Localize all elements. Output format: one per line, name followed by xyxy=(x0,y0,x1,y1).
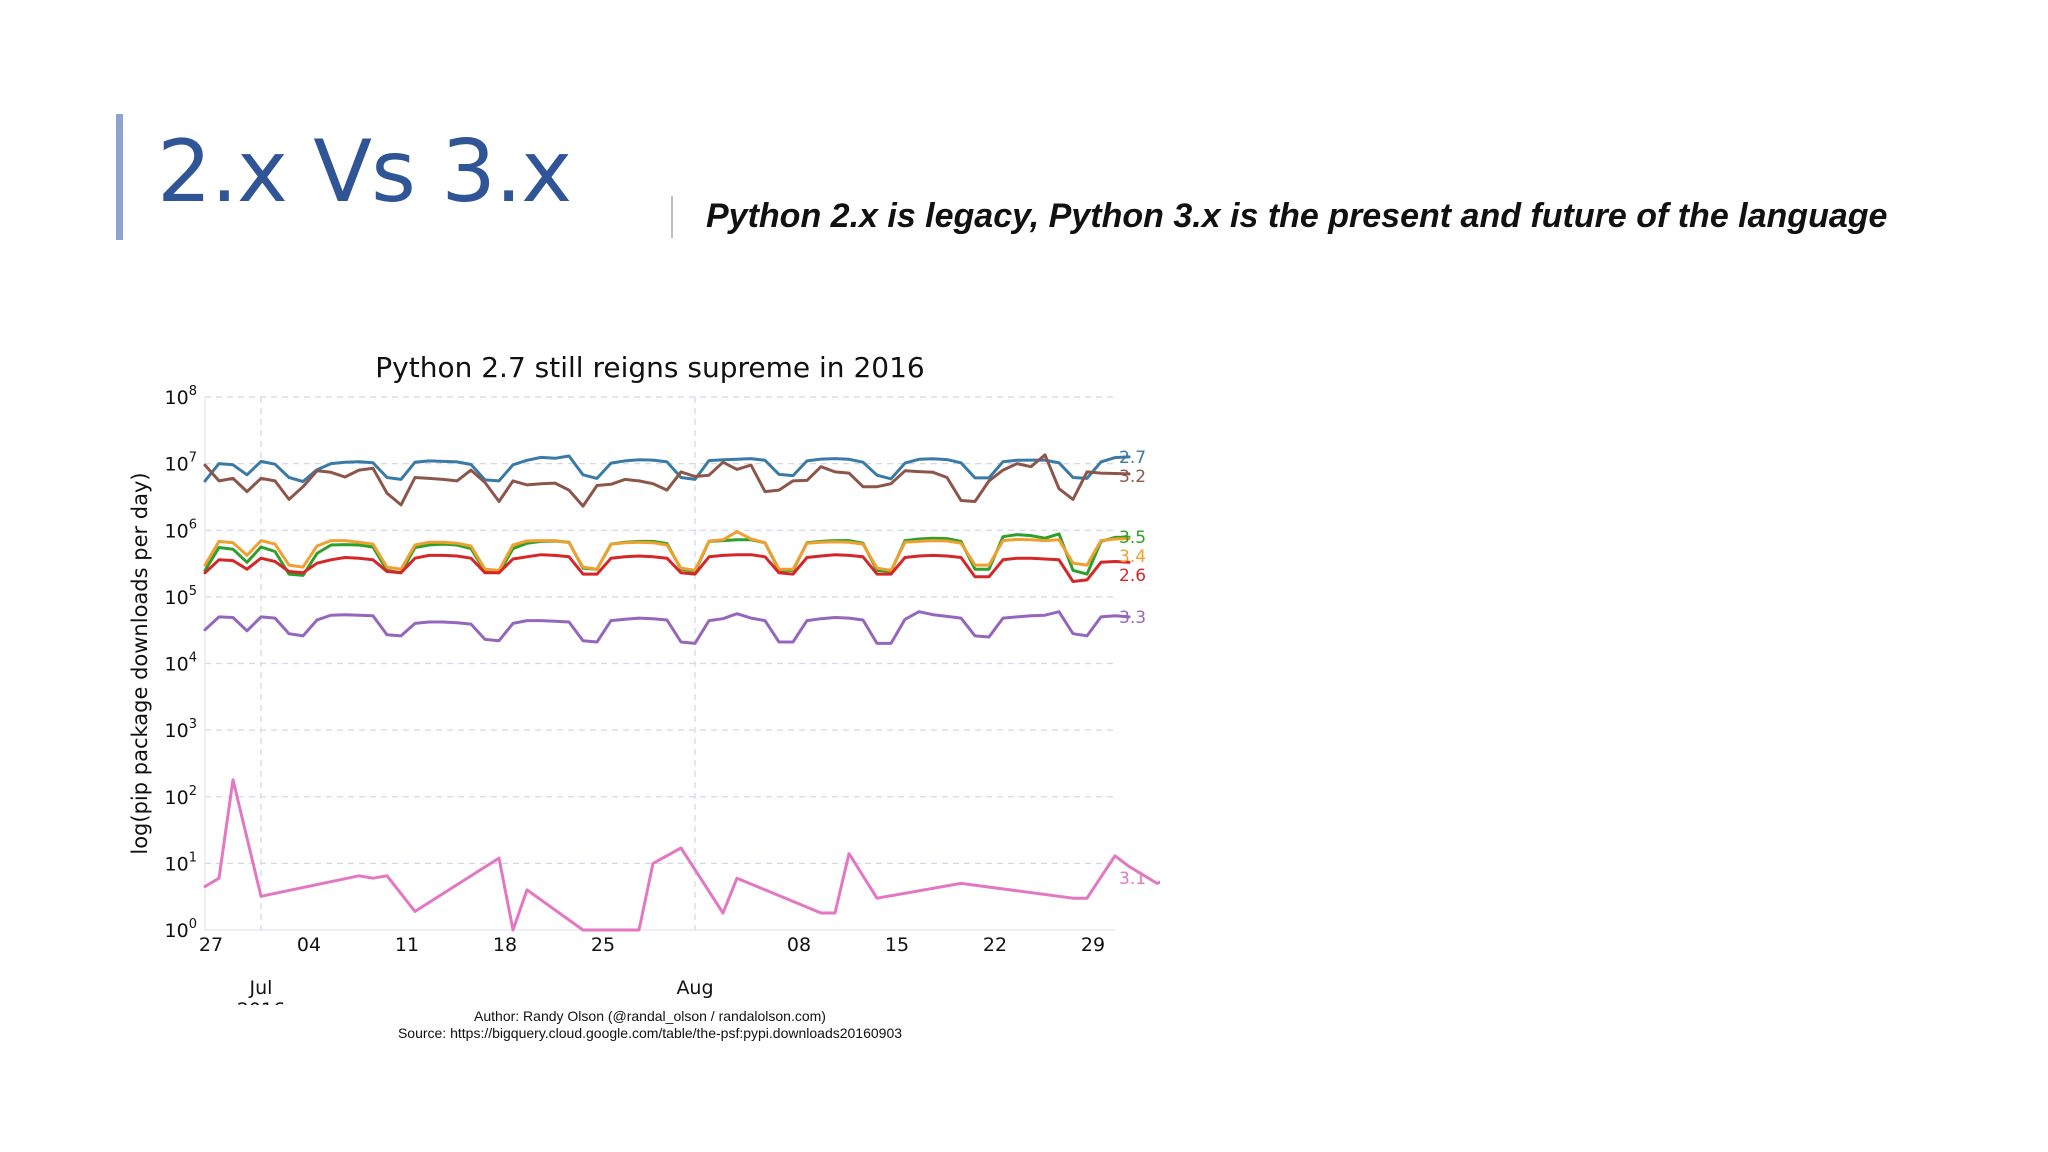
slide-subtitle: Python 2.x is legacy, Python 3.x is the … xyxy=(706,197,1888,235)
grid-layer xyxy=(204,396,1115,931)
y-tick-label: 104 xyxy=(165,651,197,676)
series-end-label: 2.6 xyxy=(1119,566,1146,586)
series-end-label: 2.7 xyxy=(1119,448,1146,468)
axis-layer: 100 101 102 103 104 105 106 107 108 Jul2016 Aug 27 0… xyxy=(165,384,1106,1005)
x-tick-label: 15 xyxy=(885,934,909,956)
chart-title: Python 2.7 still reigns supreme in 2016 xyxy=(375,351,924,384)
series-line-2-6 xyxy=(203,553,1131,583)
series-end-label: 3.2 xyxy=(1119,467,1146,487)
y-tick-label: 105 xyxy=(165,584,197,609)
y-axis-label: log(pip package downloads per day) xyxy=(128,472,152,854)
series-label-layer: 2.73.2 3.53.42.6 3.3 3.1 xyxy=(1119,448,1146,889)
y-tick-label: 101 xyxy=(165,850,197,875)
series-end-label: 3.4 xyxy=(1119,547,1146,567)
y-tick-label: 103 xyxy=(165,717,197,742)
series-layer xyxy=(203,453,1160,932)
x-tick-label: 25 xyxy=(591,934,615,956)
series-end-label: 3.3 xyxy=(1119,608,1146,628)
series-line-3-1 xyxy=(203,778,1160,932)
series-line-2-7 xyxy=(203,454,1131,483)
chart-credits: Author: Randy Olson (@randal_olson / ran… xyxy=(300,1008,1000,1042)
series-line-3-2 xyxy=(203,453,1131,508)
x-year-label: 2016 xyxy=(237,999,285,1005)
chart-svg: Python 2.7 still reigns supreme in 2016 … xyxy=(128,351,1160,1005)
x-tick-label: 11 xyxy=(395,934,419,956)
y-tick-label: 100 xyxy=(165,917,197,942)
x-month-label: Aug xyxy=(676,977,713,999)
subtitle-divider xyxy=(671,196,673,238)
slide-title: 2.x Vs 3.x xyxy=(157,122,572,222)
x-tick-label: 22 xyxy=(983,934,1007,956)
x-tick-label: 18 xyxy=(493,934,517,956)
y-tick-label: 106 xyxy=(165,517,197,542)
y-tick-label: 108 xyxy=(165,384,197,409)
y-tick-label: 102 xyxy=(165,784,197,809)
y-tick-label: 107 xyxy=(165,451,197,476)
x-tick-label: 27 xyxy=(199,934,223,956)
line-chart: Python 2.7 still reigns supreme in 2016 … xyxy=(120,345,1160,1065)
series-line-3-4 xyxy=(203,530,1131,572)
chart-author: Author: Randy Olson (@randal_olson / ran… xyxy=(474,1008,826,1024)
series-end-label: 3.5 xyxy=(1119,528,1146,548)
x-tick-label: 08 xyxy=(787,934,811,956)
series-line-3-3 xyxy=(203,610,1131,645)
series-end-label: 3.1 xyxy=(1119,869,1146,889)
x-tick-label: 04 xyxy=(297,934,321,956)
x-tick-label: 29 xyxy=(1081,934,1105,956)
chart-source: Source: https://bigquery.cloud.google.co… xyxy=(397,1025,903,1041)
title-accent-bar xyxy=(116,114,123,240)
x-month-label: Jul xyxy=(249,977,273,999)
